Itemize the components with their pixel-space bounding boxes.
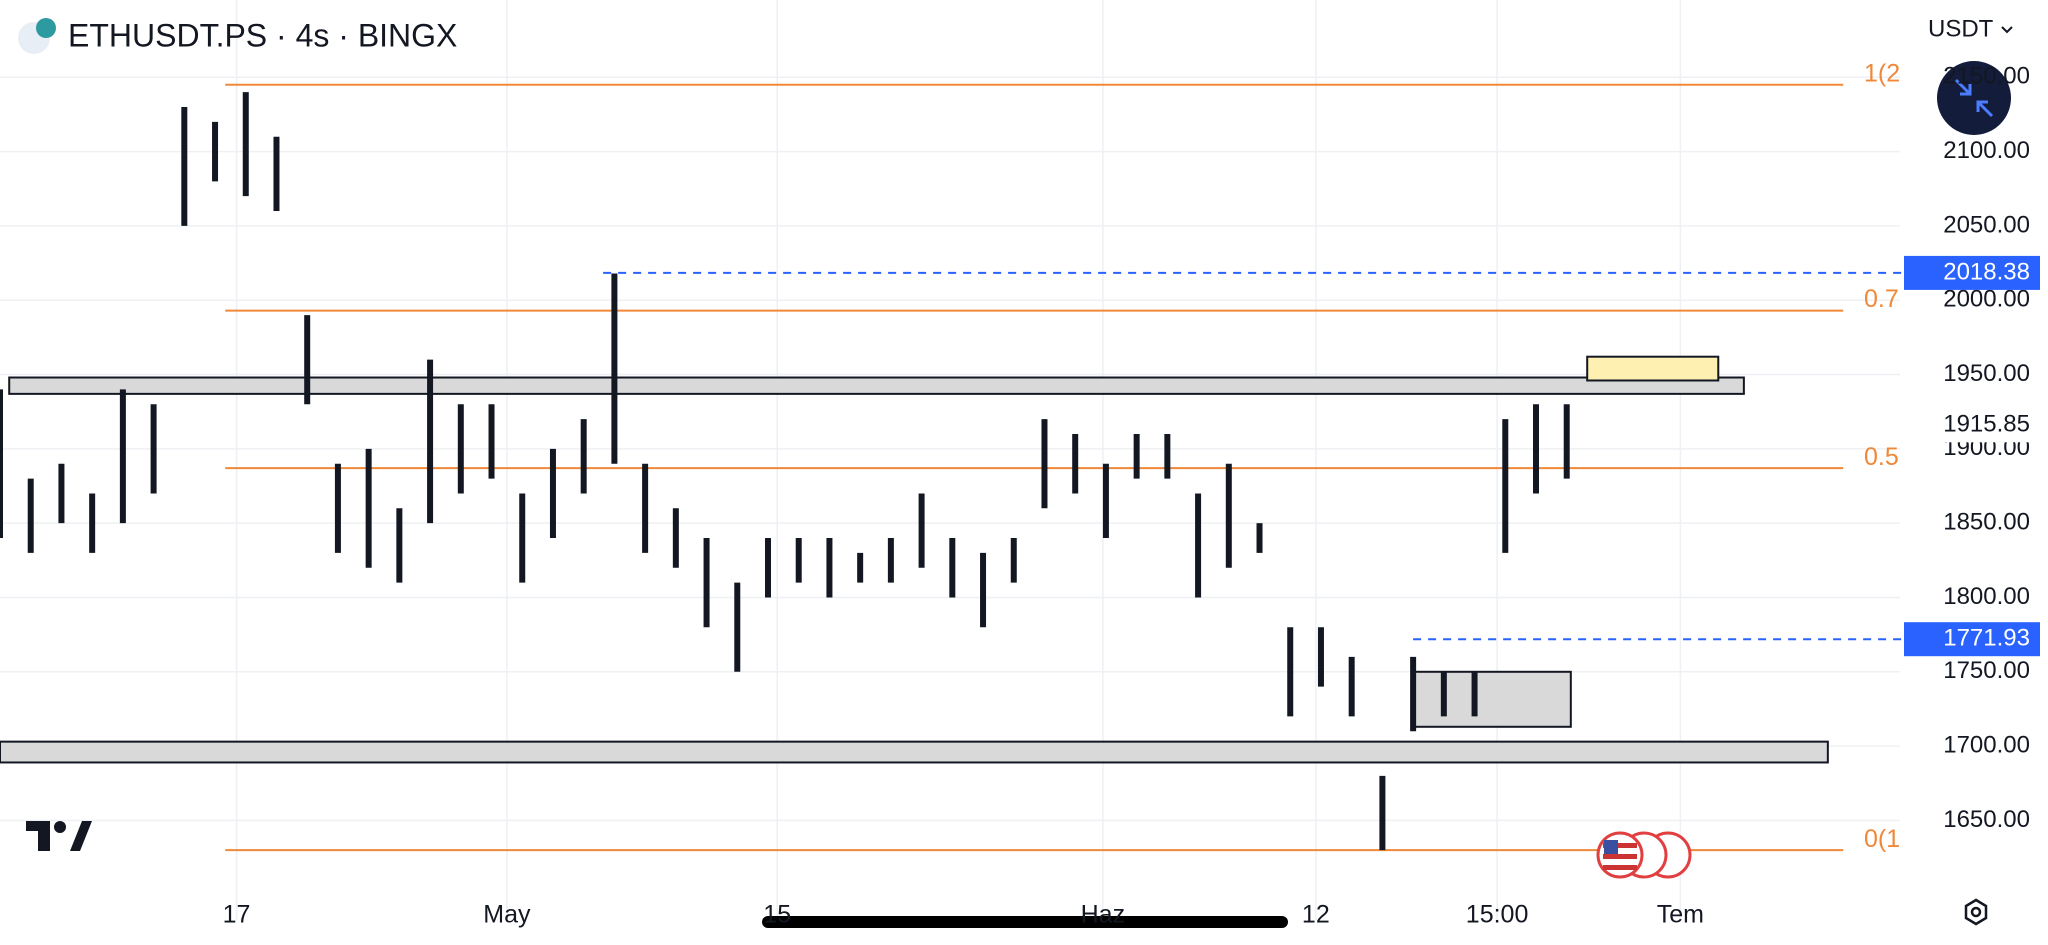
y-tick-label: 2150.00 [1943, 63, 2030, 90]
x-tick-label: Tem [1657, 901, 1704, 929]
collapse-icon [1954, 78, 1994, 118]
price-label-box [1904, 255, 2040, 290]
x-tick-label: May [483, 901, 531, 929]
price-label: 2018.38 [1943, 258, 2030, 285]
settings-icon-center [1970, 906, 1982, 918]
y-tick-label: 1950.00 [1943, 360, 2030, 387]
y-tick-label: 1850.00 [1943, 509, 2030, 536]
settings-icon[interactable] [1964, 898, 1988, 926]
zone [0, 740, 1829, 764]
currency-label[interactable]: USDT [1928, 15, 1994, 42]
x-tick-label: Haz [1081, 901, 1125, 929]
y-tick-label: 1650.00 [1943, 806, 2030, 833]
exchange-icon [36, 18, 56, 38]
y-tick-label: 1700.00 [1943, 731, 2030, 758]
tradingview-logo [26, 821, 92, 851]
zone [1586, 355, 1720, 382]
price-label: 1771.93 [1943, 625, 2030, 652]
chart-title[interactable]: ETHUSDT.PS · 4s · BINGX [68, 17, 457, 53]
overlay-layer: ETHUSDT.PS · 4s · BINGX USDT 1650.00 1700… [18, 15, 2040, 929]
fib-label: 0(1 [1864, 825, 1900, 853]
x-tick-label: 15:00 [1466, 901, 1529, 929]
y-tick-label: 2000.00 [1943, 286, 2030, 313]
zone [1412, 670, 1572, 728]
x-tick-label: 15 [763, 901, 791, 929]
fib-label: 0.5 [1864, 443, 1899, 471]
x-tick-label: 17 [223, 901, 251, 929]
collapse-button[interactable] [1937, 61, 2011, 135]
y-tick-label: 2100.00 [1943, 137, 2030, 164]
fib-label: 1(2 [1864, 59, 1900, 87]
grid-layer [0, 0, 1900, 920]
last-price-label: 1915.85 [1943, 411, 2030, 438]
zone [8, 376, 1745, 395]
price-label-box [1904, 622, 2040, 657]
event-flags[interactable] [1596, 831, 1692, 879]
plot-layer [0, 83, 1902, 852]
currency-caret [2001, 26, 2013, 34]
y-tick-label: 1800.00 [1943, 583, 2030, 610]
fib-label: 0.7 [1864, 285, 1899, 313]
y-tick-label: 1750.00 [1943, 657, 2030, 684]
last-price-box [1904, 408, 2040, 443]
y-tick-label: 2050.00 [1943, 211, 2030, 238]
x-tick-label: 12 [1302, 901, 1330, 929]
home-indicator [762, 916, 1288, 928]
